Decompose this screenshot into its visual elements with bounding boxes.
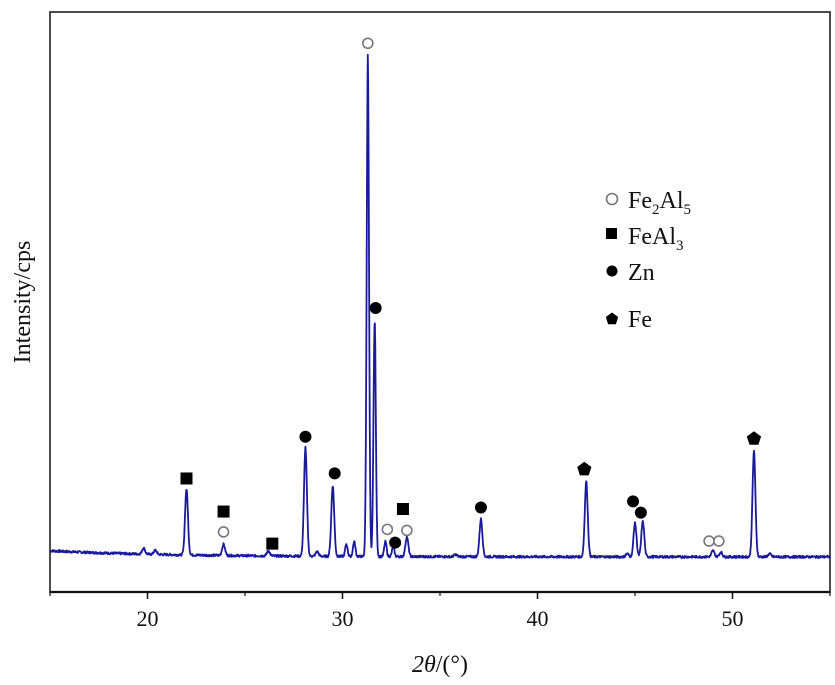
- xrd-pattern-line: [49, 53, 831, 559]
- x-tick-label: 40: [527, 606, 549, 631]
- legend-label-feal3: FeAl3: [628, 224, 684, 254]
- marker-zn: [627, 495, 640, 508]
- marker-zn: [389, 536, 402, 549]
- legend-fe2al5-sub1: 2: [652, 202, 660, 218]
- y-axis-label: Intensity/cps: [10, 241, 36, 364]
- legend-label-fe2al5: Fe2Al5: [628, 188, 691, 218]
- marker-fe2al5: [703, 535, 715, 547]
- peak-markers: [180, 37, 762, 550]
- filled-circle-icon: [606, 265, 618, 277]
- x-axis-ticks: [49, 592, 831, 599]
- legend-fe2al5-fe: Fe: [628, 188, 652, 214]
- open-circle-icon: [605, 192, 619, 206]
- pentagon-icon: [605, 312, 619, 325]
- x-tick-label: 50: [722, 606, 744, 631]
- marker-fe: [577, 461, 592, 476]
- marker-fe: [746, 431, 762, 445]
- marker-zn: [328, 467, 341, 480]
- marker-feal3: [180, 472, 193, 485]
- plot-frame: [49, 11, 831, 593]
- marker-feal3: [396, 503, 409, 516]
- marker-feal3: [266, 537, 279, 550]
- marker-fe2al5: [362, 37, 374, 50]
- marker-fe2al5: [713, 535, 725, 547]
- x-axis-label-theta: 2θ: [412, 652, 436, 678]
- legend-fe2al5-al: Al: [660, 188, 684, 214]
- square-icon: [606, 228, 617, 239]
- legend-feal3-sub: 3: [676, 238, 684, 254]
- marker-zn: [369, 301, 382, 314]
- x-axis-label-unit: /(°): [436, 652, 468, 678]
- legend: Fe2Al5 FeAl3 Zn Fe: [605, 188, 691, 333]
- marker-fe2al5: [381, 523, 394, 536]
- x-tick-label: 30: [332, 606, 354, 631]
- legend-label-zn: Zn: [628, 260, 655, 286]
- legend-item-fe2al5: Fe2Al5: [605, 188, 691, 218]
- x-axis-label: 2θ/(°): [412, 652, 468, 678]
- marker-zn: [474, 501, 487, 514]
- legend-fe2al5-sub2: 5: [684, 202, 692, 218]
- marker-fe2al5: [217, 526, 230, 538]
- marker-zn: [299, 430, 312, 443]
- x-axis-tick-labels: 20 30 40 50: [137, 606, 744, 631]
- legend-label-fe: Fe: [628, 307, 652, 333]
- legend-item-feal3: FeAl3: [606, 224, 684, 254]
- marker-zn: [634, 506, 647, 519]
- marker-feal3: [217, 505, 230, 518]
- marker-fe2al5: [401, 524, 413, 537]
- legend-item-fe: Fe: [605, 307, 652, 333]
- legend-item-zn: Zn: [606, 260, 655, 286]
- x-tick-label: 20: [137, 606, 159, 631]
- legend-feal3-main: FeAl: [628, 224, 676, 250]
